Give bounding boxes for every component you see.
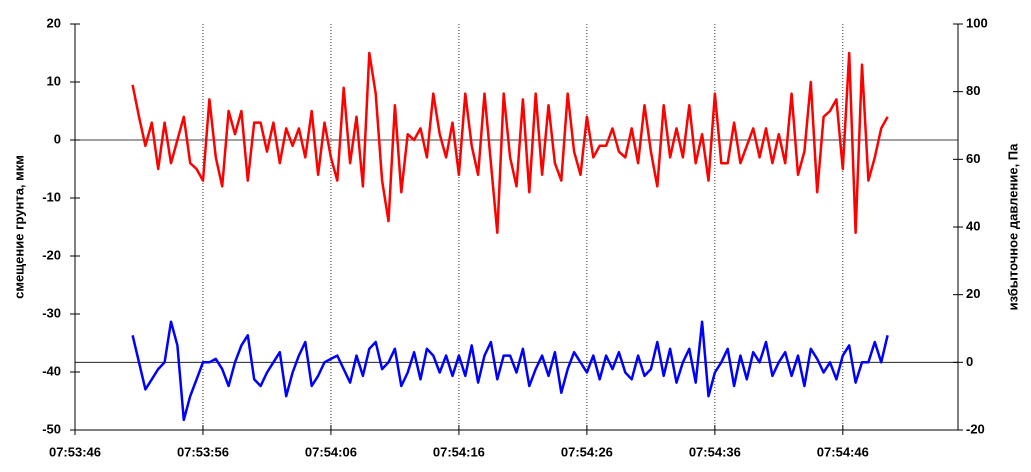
y-tick-label: 10 xyxy=(47,73,61,88)
y2-tick-label: 0 xyxy=(966,354,973,369)
y2-tick-label: -20 xyxy=(966,421,985,436)
y2-tick-label: 80 xyxy=(966,83,980,98)
x-tick-label: 07:54:16 xyxy=(433,444,485,459)
y2-tick-label: 20 xyxy=(966,286,980,301)
x-tick-label: 07:54:26 xyxy=(561,444,613,459)
x-tick-label: 07:54:36 xyxy=(689,444,741,459)
y-tick-label: -30 xyxy=(42,305,61,320)
data-line xyxy=(131,51,889,235)
x-tick-label: 07:53:56 xyxy=(177,444,229,459)
x-tick-label: 07:54:06 xyxy=(305,444,357,459)
y-tick-label: -50 xyxy=(42,421,61,436)
y2-tick-label: 40 xyxy=(966,218,980,233)
y2-axis-label: избыточное давление, Па xyxy=(1005,143,1020,311)
y-tick-label: -40 xyxy=(42,363,61,378)
y2-tick-label: 60 xyxy=(966,151,980,166)
y-axis-label: смещение грунта, мкм xyxy=(11,155,26,299)
y2-tick-label: 100 xyxy=(966,15,988,30)
data-line xyxy=(131,320,889,422)
y-tick-label: 20 xyxy=(47,15,61,30)
y-tick-label: -10 xyxy=(42,189,61,204)
y-tick-label: -20 xyxy=(42,247,61,262)
x-tick-label: 07:53:46 xyxy=(49,444,101,459)
y-tick-label: 0 xyxy=(54,131,61,146)
x-tick-label: 07:54:46 xyxy=(817,444,869,459)
